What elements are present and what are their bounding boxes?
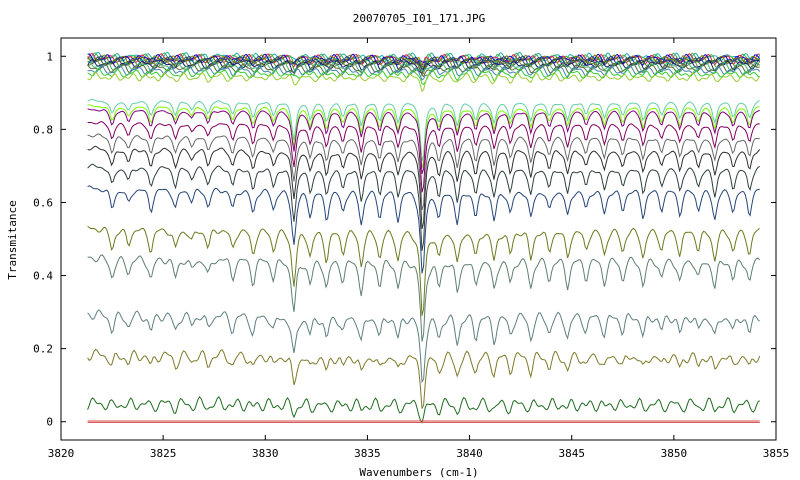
y-tick-label: 0.8 xyxy=(33,123,53,136)
y-tick-label: 1 xyxy=(46,50,53,63)
x-tick-label: 3830 xyxy=(252,447,279,460)
x-tick-label: 3825 xyxy=(150,447,177,460)
series-line xyxy=(87,121,760,193)
series-line xyxy=(87,60,761,74)
y-axis: 0 0.2 0.4 0.6 0.8 1 xyxy=(33,50,776,429)
series-line xyxy=(87,65,761,81)
x-tick-label: 3835 xyxy=(354,447,381,460)
y-tick-label: 0.4 xyxy=(33,270,53,283)
series-line xyxy=(87,225,760,316)
series-line xyxy=(87,309,760,384)
x-tick-label: 3840 xyxy=(456,447,483,460)
plot-frame xyxy=(60,37,777,441)
series-lines xyxy=(87,51,761,424)
y-tick-label: 0 xyxy=(46,416,53,429)
series-line xyxy=(87,108,760,175)
x-tick-label: 3850 xyxy=(661,447,688,460)
series-line xyxy=(87,254,761,342)
series-line xyxy=(87,98,760,162)
series-line xyxy=(87,67,760,86)
x-axis: 3820 3825 3830 3835 3840 3845 3850 3855 xyxy=(48,38,790,460)
x-tick-label: 3845 xyxy=(558,447,585,460)
x-tick-label: 3855 xyxy=(763,447,790,460)
series-line xyxy=(87,145,761,230)
x-axis-label: Wavenumbers (cm-1) xyxy=(359,466,478,479)
chart-title: 20070705_I01_171.JPG xyxy=(353,12,485,25)
series-line xyxy=(87,348,761,409)
series-line xyxy=(87,133,760,211)
series-line xyxy=(87,185,760,274)
y-tick-label: 0.6 xyxy=(33,196,53,209)
series-line xyxy=(87,71,761,93)
series-line xyxy=(87,396,760,424)
y-tick-label: 0.2 xyxy=(33,343,53,356)
y-axis-label: Transmitance xyxy=(6,200,19,279)
x-tick-label: 3820 xyxy=(48,447,75,460)
series-line xyxy=(87,163,760,251)
